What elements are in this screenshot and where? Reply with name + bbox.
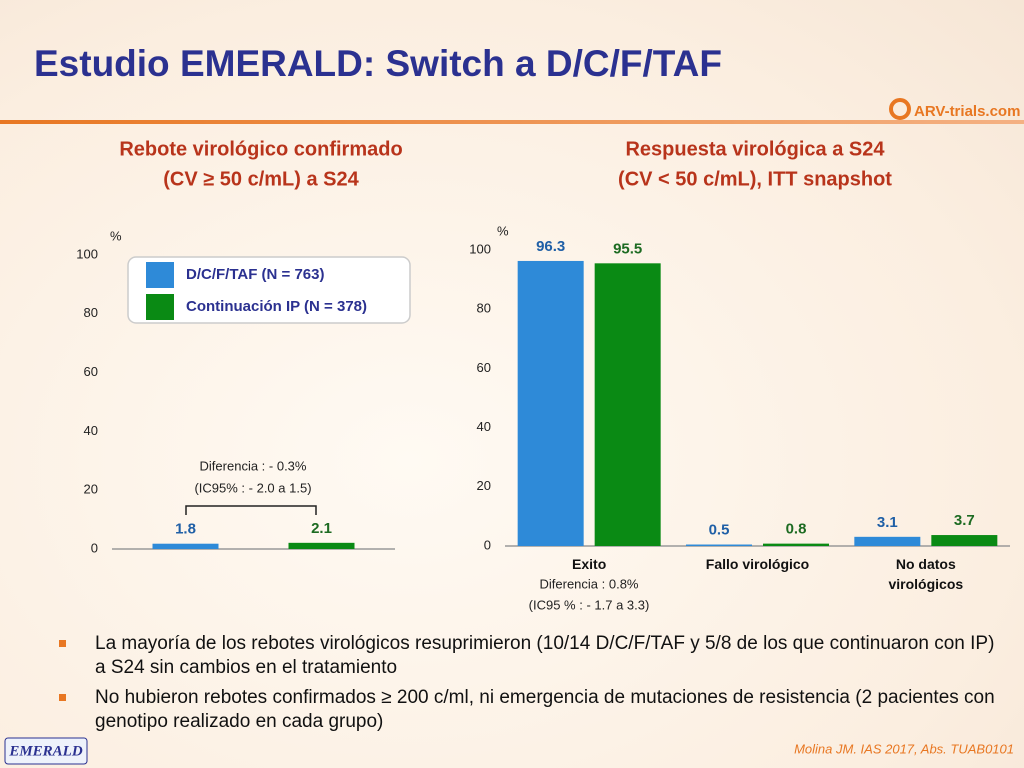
annotation: Diferencia : - 0.3% bbox=[200, 458, 307, 473]
legend-swatch bbox=[146, 294, 174, 320]
y-axis-label: % bbox=[110, 228, 122, 243]
y-tick-label: 20 bbox=[477, 478, 491, 493]
value-label: 96.3 bbox=[536, 238, 565, 255]
y-tick-label: 100 bbox=[76, 246, 98, 261]
annotation: (IC95% : - 2.0 a 1.5) bbox=[194, 480, 311, 495]
value-label: 3.1 bbox=[877, 514, 898, 531]
bar bbox=[854, 536, 921, 546]
title-rule bbox=[0, 120, 1024, 124]
bar bbox=[152, 543, 219, 549]
chart-subtitle: (CV ≥ 50 c/mL) a S24 bbox=[163, 168, 359, 190]
y-tick-label: 80 bbox=[477, 301, 491, 316]
reference: Molina JM. IAS 2017, Abs. TUAB0101 bbox=[794, 741, 1014, 756]
y-tick-label: 60 bbox=[84, 364, 98, 379]
bar bbox=[931, 535, 998, 546]
y-tick-label: 0 bbox=[91, 540, 98, 555]
slide-title: Estudio EMERALD: Switch a D/C/F/TAF bbox=[34, 43, 722, 84]
bar bbox=[517, 260, 584, 546]
y-tick-label: 0 bbox=[484, 537, 491, 552]
value-label: 2.1 bbox=[311, 520, 332, 537]
value-label: 1.8 bbox=[175, 521, 196, 538]
y-tick-label: 40 bbox=[477, 419, 491, 434]
bracket bbox=[185, 505, 317, 515]
y-tick-label: 60 bbox=[477, 360, 491, 375]
footer-tag: EMERALD bbox=[8, 743, 83, 759]
legend-swatch bbox=[146, 262, 174, 288]
bar bbox=[763, 543, 829, 546]
bar bbox=[594, 263, 661, 546]
legend-label: Continuación IP (N = 378) bbox=[186, 298, 367, 315]
value-label: 3.7 bbox=[954, 512, 975, 529]
logo: ARV-trials.com bbox=[914, 103, 1020, 120]
x-tick-label: No datos virológicos bbox=[888, 556, 964, 592]
legend-label: D/C/F/TAF (N = 763) bbox=[186, 266, 325, 283]
y-tick-label: 40 bbox=[84, 423, 98, 438]
value-label: 95.5 bbox=[613, 240, 642, 257]
annotation: Diferencia : 0.8% bbox=[540, 576, 639, 591]
value-label: 0.5 bbox=[709, 521, 730, 538]
y-tick-label: 100 bbox=[469, 241, 491, 256]
y-axis-label: % bbox=[497, 223, 509, 238]
x-tick-label: Fallo virológico bbox=[705, 556, 810, 572]
chart-title: Respuesta virológica a S24 bbox=[625, 138, 885, 160]
footer-tag-box bbox=[4, 737, 88, 765]
bullet: La mayoría de los rebotes virológicos re… bbox=[59, 632, 1005, 680]
chart-title: Rebote virológico confirmado bbox=[119, 138, 402, 160]
bullet: No hubieron rebotes confirmados ≥ 200 c/… bbox=[59, 686, 1005, 734]
y-tick-label: 80 bbox=[84, 305, 98, 320]
bar bbox=[686, 544, 752, 546]
bar bbox=[288, 542, 355, 549]
x-tick-label: Exito bbox=[572, 556, 607, 572]
annotation: (IC95 % : - 1.7 a 3.3) bbox=[529, 597, 650, 612]
legend-box bbox=[127, 256, 411, 324]
y-tick-label: 20 bbox=[84, 482, 98, 497]
logo-icon bbox=[889, 98, 911, 120]
value-label: 0.8 bbox=[786, 521, 807, 538]
chart-subtitle: (CV < 50 c/mL), ITT snapshot bbox=[618, 168, 892, 190]
